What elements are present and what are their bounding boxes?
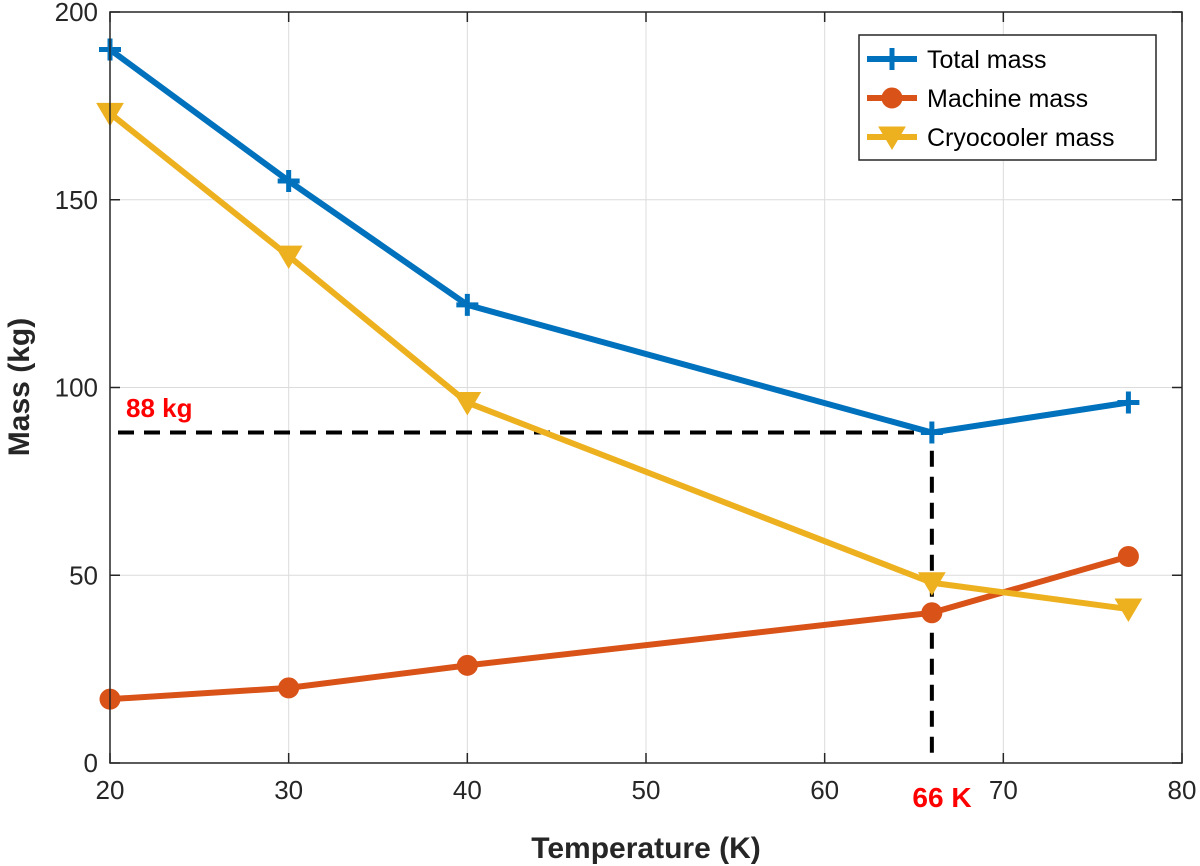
x-tick-label: 60 [810,775,839,805]
x-tick-label: 40 [453,775,482,805]
y-tick-label: 50 [69,560,98,590]
x-tick-label: 20 [96,775,125,805]
legend: Total mass Machine mass Cryocooler mass [858,34,1157,161]
data-point [1114,598,1143,623]
grid-lines [110,12,1182,763]
series-layer [96,38,1143,710]
x-tick-label: 50 [632,775,661,805]
data-point [277,169,300,192]
data-point [274,245,303,270]
data-point [278,677,300,699]
data-point [453,392,482,416]
legend-label: Total mass [927,46,1046,74]
data-point [456,654,478,676]
data-point [456,293,479,316]
legend-item-cryocooler-mass: Cryocooler mass [867,124,1115,152]
legend-marker [881,48,903,70]
annotation-mass-label: 88 kg [126,393,193,423]
y-tick-label: 200 [55,0,98,27]
axis-ticks: 20 30 40 50 60 70 80 0 50 100 150 200 [55,0,1197,805]
legend-label: Machine mass [927,85,1088,113]
legend-item-machine-mass: Machine mass [867,85,1088,113]
x-axis-title: Temperature (K) [531,832,760,865]
legend-marker [881,87,903,109]
y-tick-label: 0 [84,748,98,778]
legend-marker [878,126,906,150]
data-point [920,421,943,444]
y-tick-label: 100 [55,373,98,403]
annotation-temp-label: 66 K [912,782,971,813]
x-tick-label: 70 [989,775,1018,805]
y-tick-label: 150 [55,185,98,215]
data-point [921,602,943,624]
data-point [1117,391,1140,414]
legend-item-total-mass: Total mass [867,46,1046,74]
data-point [917,572,946,596]
data-point [1117,545,1139,567]
x-tick-label: 80 [1168,775,1197,805]
y-axis-title: Mass (kg) [3,318,36,456]
legend-label: Cryocooler mass [927,124,1115,152]
x-tick-label: 30 [274,775,303,805]
